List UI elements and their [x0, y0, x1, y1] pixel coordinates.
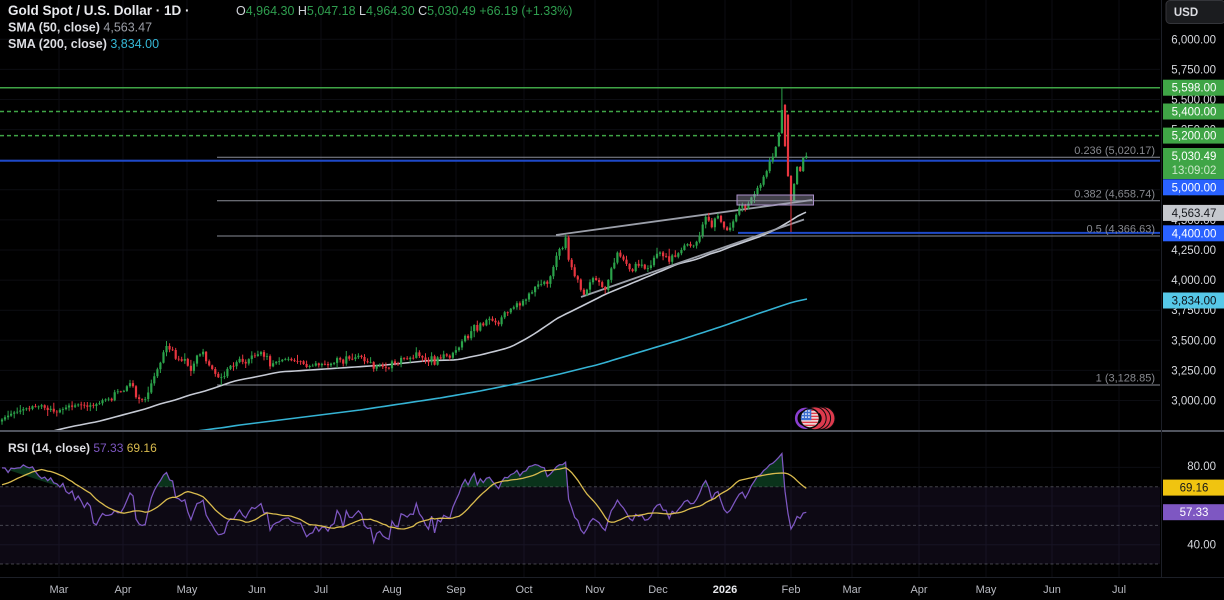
svg-text:Apr: Apr — [910, 584, 927, 596]
svg-text:5,000.00: 5,000.00 — [1172, 182, 1217, 194]
svg-text:5,030.49: 5,030.49 — [1172, 151, 1217, 163]
svg-text:13:09:02: 13:09:02 — [1172, 165, 1217, 177]
svg-text:Jun: Jun — [1043, 584, 1061, 596]
svg-text:80.00: 80.00 — [1187, 461, 1216, 473]
svg-text:4,000.00: 4,000.00 — [1171, 275, 1216, 287]
svg-text:May: May — [177, 584, 198, 596]
svg-text:USD: USD — [1174, 7, 1198, 19]
svg-text:3,250.00: 3,250.00 — [1171, 365, 1216, 377]
svg-text:Mar: Mar — [843, 584, 862, 596]
svg-text:3,834.00: 3,834.00 — [1172, 296, 1217, 308]
svg-text:5,750.00: 5,750.00 — [1171, 64, 1216, 76]
svg-text:SMA (200, close) 3,834.00: SMA (200, close) 3,834.00 — [8, 37, 159, 51]
svg-text:6,000.00: 6,000.00 — [1171, 34, 1216, 46]
svg-text:O4,964.30 H5,047.18 L4,964.30: O4,964.30 H5,047.18 L4,964.30 C5,030.49 … — [236, 4, 572, 18]
svg-text:4,563.47: 4,563.47 — [1172, 208, 1217, 220]
svg-text:0.5 (4,366.63): 0.5 (4,366.63) — [1087, 224, 1156, 236]
svg-text:4,400.00: 4,400.00 — [1172, 228, 1217, 240]
svg-text:5,598.00: 5,598.00 — [1172, 83, 1217, 95]
svg-text:40.00: 40.00 — [1187, 540, 1216, 552]
svg-text:Nov: Nov — [585, 584, 605, 596]
svg-text:5,400.00: 5,400.00 — [1172, 107, 1217, 119]
svg-text:Apr: Apr — [114, 584, 131, 596]
svg-text:2026: 2026 — [713, 584, 737, 596]
svg-text:1 (3,128.85): 1 (3,128.85) — [1096, 373, 1155, 385]
svg-text:Gold Spot / U.S. Dollar · 1D ·: Gold Spot / U.S. Dollar · 1D · — [8, 3, 190, 18]
svg-text:0.382 (4,658.74): 0.382 (4,658.74) — [1074, 188, 1155, 200]
svg-text:Jul: Jul — [1112, 584, 1126, 596]
svg-text:69.16: 69.16 — [1180, 483, 1209, 495]
svg-text:Mar: Mar — [50, 584, 69, 596]
svg-text:57.33: 57.33 — [1180, 507, 1209, 519]
svg-text:RSI (14, close) 57.33 69.16: RSI (14, close) 57.33 69.16 — [8, 441, 157, 455]
svg-text:Jul: Jul — [314, 584, 328, 596]
svg-text:Feb: Feb — [782, 584, 801, 596]
svg-text:Oct: Oct — [515, 584, 532, 596]
svg-text:Dec: Dec — [648, 584, 668, 596]
svg-text:May: May — [976, 584, 997, 596]
svg-text:SMA (50, close) 4,563.47: SMA (50, close) 4,563.47 — [8, 21, 152, 35]
svg-text:Jun: Jun — [248, 584, 266, 596]
svg-text:3,000.00: 3,000.00 — [1171, 396, 1216, 408]
svg-text:Aug: Aug — [382, 584, 402, 596]
svg-text:0.236 (5,020.17): 0.236 (5,020.17) — [1074, 145, 1155, 157]
svg-text:3,500.00: 3,500.00 — [1171, 335, 1216, 347]
svg-text:4,250.00: 4,250.00 — [1171, 245, 1216, 257]
svg-text:Sep: Sep — [446, 584, 466, 596]
svg-text:5,200.00: 5,200.00 — [1172, 131, 1217, 143]
